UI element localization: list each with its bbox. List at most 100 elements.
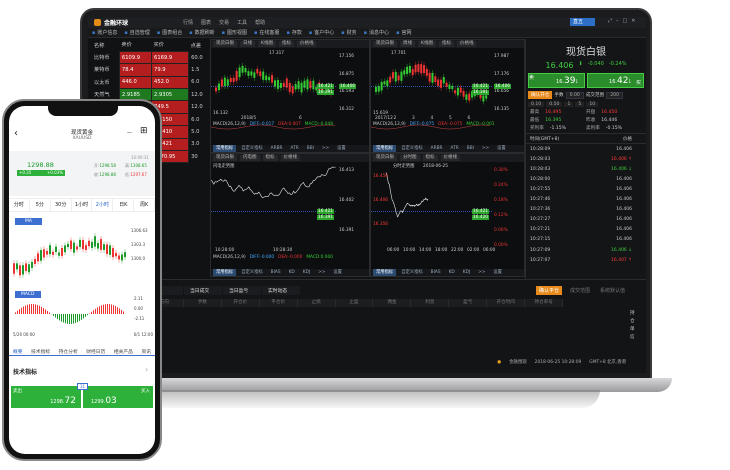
quick-lot-button[interactable]: 5 xyxy=(575,102,585,107)
toolbar-button[interactable]: 自选管理 xyxy=(124,29,150,36)
chart-dropdown[interactable]: 周线 xyxy=(400,41,415,47)
chart-dropdown[interactable]: 现货白银 xyxy=(213,41,237,47)
indicator-tab[interactable]: ATR xyxy=(450,146,459,151)
chart-plot[interactable] xyxy=(371,162,524,268)
chart-dropdown[interactable]: 指标 xyxy=(262,155,278,161)
back-icon[interactable]: ‹ xyxy=(14,128,18,139)
confirm-close-button[interactable]: 确认平仓 xyxy=(536,286,563,295)
indicator-tab[interactable]: 常用指标 xyxy=(213,145,237,152)
toolbar-button[interactable]: 财务 xyxy=(341,29,357,36)
section-tab[interactable]: 持仓分析 xyxy=(58,350,78,355)
quote-row[interactable]: 莱特币 78.4 79.9 1.5 xyxy=(92,63,210,77)
account-select[interactable]: 直五 xyxy=(570,18,596,26)
indicator-tab[interactable]: 自定义指标 xyxy=(241,146,263,151)
indicator-tab[interactable]: 自定义指标 xyxy=(241,270,263,275)
menu-item[interactable]: 交易 xyxy=(219,20,230,26)
indicator-tab[interactable]: >> xyxy=(481,146,490,151)
toolbar-button[interactable]: 数据刷新 xyxy=(189,29,215,36)
chart-dropdown[interactable]: 指标 xyxy=(438,41,454,47)
chart-dropdown[interactable]: 现货白银 xyxy=(373,41,397,47)
indicator-tab[interactable]: >> xyxy=(321,146,330,151)
buy-button[interactable]: 买 16.421 xyxy=(587,73,644,88)
indicator-tab[interactable]: KD xyxy=(448,270,455,275)
chart-daily[interactable]: 现货白银 日线 K线图 指标 价格线 17.156 16.875 16.593 16.312 16… xyxy=(210,39,370,153)
indicator-tab[interactable]: 设置 xyxy=(333,270,342,275)
column-header[interactable]: 盈亏 xyxy=(449,299,488,307)
indicator-tab[interactable]: 设置 xyxy=(493,270,502,275)
indicator-tab[interactable]: ATR xyxy=(290,146,299,151)
indicator-tab[interactable]: KDJ xyxy=(302,270,311,275)
chart-dropdown[interactable]: 现货白银 xyxy=(213,155,237,161)
column-header[interactable]: 持仓单号 xyxy=(525,299,564,307)
chart-dropdown[interactable]: 指标 xyxy=(278,41,294,47)
positions-tab[interactable]: 实时动态 xyxy=(262,286,300,295)
ma-button[interactable]: MA xyxy=(15,218,42,225)
indicator-tab[interactable]: 设置 xyxy=(337,146,346,151)
timeframe-tab[interactable]: 分时 xyxy=(9,199,30,211)
indicator-tab[interactable]: >> xyxy=(318,270,326,275)
chart-plot[interactable] xyxy=(211,162,369,268)
side-tab[interactable]: 持仓单信 xyxy=(630,311,635,340)
chart-dropdown[interactable]: 价格线 xyxy=(280,155,300,161)
chart-tick[interactable]: 现货白银 闪电图 指标 价格线 16.413 16.402 16.391 16.421 16.3… xyxy=(210,153,370,277)
section-tab[interactable]: 概要 xyxy=(13,350,23,355)
timeframe-tab[interactable]: 日K xyxy=(113,199,135,211)
indicator-tab[interactable]: BBI xyxy=(306,146,314,151)
sell-button[interactable]: 卖 16.391 xyxy=(528,73,585,88)
column-header[interactable]: 平仓价 xyxy=(260,299,298,307)
section-tab[interactable]: 技术指标 xyxy=(31,350,51,355)
chart-weekly[interactable]: 现货白银 周线 K线图 指标 价格线 17.987 17.176 16.656 16.135 16… xyxy=(370,39,525,153)
indicator-tab[interactable]: ARBR xyxy=(430,146,443,151)
timeframe-tab[interactable]: 周K xyxy=(134,199,155,211)
phone-buy-button[interactable]: 买入 1299.03 xyxy=(83,386,153,408)
indicator-tab[interactable]: BIAS xyxy=(430,270,441,275)
indicator-tab[interactable]: KDJ xyxy=(462,270,471,275)
chart-dropdown[interactable]: 日线 xyxy=(240,41,255,47)
menu-item[interactable]: 图表 xyxy=(201,20,212,26)
indicator-tab[interactable]: 常用指标 xyxy=(373,145,397,152)
column-header[interactable]: 佣金 xyxy=(373,299,412,307)
toolbar-button[interactable]: 图形视图 xyxy=(222,29,247,36)
section-tab[interactable]: 资讯 xyxy=(141,350,151,355)
toolbar-button[interactable]: 官网 xyxy=(396,29,411,36)
range-input[interactable]: 200 xyxy=(606,91,623,99)
toolbar-button[interactable]: 存款 xyxy=(286,29,302,36)
indicator-tab[interactable]: KD xyxy=(288,270,295,275)
minus-icon[interactable]: — xyxy=(127,130,132,136)
column-header[interactable]: 开仓时间 xyxy=(487,299,526,307)
timeframe-tab[interactable]: 1小时 xyxy=(72,199,93,211)
chevron-right-icon[interactable]: › xyxy=(145,365,149,374)
indicator-tab[interactable]: 自定义指标 xyxy=(401,146,423,151)
section-tab[interactable]: 财经日历 xyxy=(86,350,106,355)
quick-lot-button[interactable]: 10 xyxy=(586,102,599,107)
timezone[interactable]: GMT+8 北京,香港 xyxy=(589,360,626,365)
quote-row[interactable]: 比特币 6109.9 6169.9 60.0 xyxy=(92,50,210,65)
quick-lot-button[interactable]: 0.50 xyxy=(546,102,563,107)
phone-candle-chart[interactable] xyxy=(9,224,155,290)
positions-tab[interactable]: 当日盈亏 xyxy=(223,286,261,295)
indicator-tab[interactable]: 常用指标 xyxy=(373,269,397,276)
quick-lot-button[interactable]: 0.10 xyxy=(528,102,545,107)
quote-row[interactable]: 以太币 446.0 452.0 6.0 xyxy=(92,75,210,90)
grid-icon[interactable]: ⊞ xyxy=(140,126,148,136)
indicator-tab[interactable]: 自定义指标 xyxy=(401,270,423,275)
indicator-tab[interactable]: 设置 xyxy=(497,146,506,151)
indicator-tab[interactable]: >> xyxy=(478,270,486,275)
lots-input[interactable]: 0.00 xyxy=(565,91,584,99)
column-header[interactable]: 止盈 xyxy=(336,299,374,307)
chart-dropdown[interactable]: 价格线 xyxy=(296,41,317,47)
chart-dropdown[interactable]: 指标 xyxy=(422,155,438,161)
indicator-tab[interactable]: BIAS xyxy=(270,270,281,275)
section-tab[interactable]: 相关产品 xyxy=(113,350,133,355)
quote-row[interactable]: 天然气 2.9185 2.9305 12.0 xyxy=(92,88,210,102)
toolbar-button[interactable]: 在线客服 xyxy=(254,29,279,36)
menu-item[interactable]: 帮助 xyxy=(255,20,266,26)
positions-tab[interactable]: 当日成交 xyxy=(184,286,222,295)
macd-button[interactable]: MACD xyxy=(15,291,41,298)
timeframe-tab[interactable]: 2小时 xyxy=(92,199,114,211)
chart-dropdown[interactable]: K线图 xyxy=(418,41,436,47)
toolbar-button[interactable]: 客户中心 xyxy=(309,29,334,36)
menu-item[interactable]: 工具 xyxy=(237,20,248,26)
chart-dropdown[interactable]: 价格线 xyxy=(440,155,460,161)
chart-intraday[interactable]: 现货白银 分时图 指标 价格线 0.30% 0.24% 0.18% 0.12% 0.06% 0.0… xyxy=(370,153,525,277)
